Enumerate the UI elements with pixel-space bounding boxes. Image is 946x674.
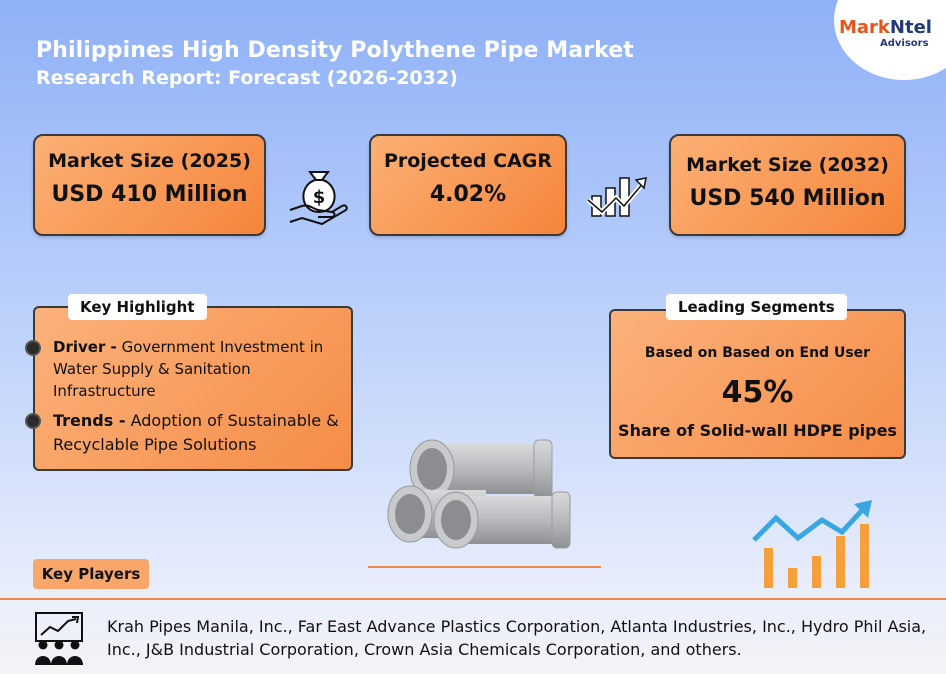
projected-cagr-value: 4.02% [429, 182, 507, 207]
money-bag-hand-icon: $ [289, 171, 348, 226]
market-size-2025-value: USD 410 Million [51, 182, 248, 207]
trend-chart-icon [752, 500, 872, 588]
svg-text:$: $ [313, 187, 326, 208]
segment-description: Share of Solid-wall HDPE pipes [618, 421, 897, 440]
driver-label: Driver - [53, 338, 117, 356]
segment-basis: Based on Based on End User [644, 345, 871, 361]
trends-item: Trends - Adoption of Sustainable & Recyc… [53, 409, 349, 457]
leading-segments-title: Leading Segments [666, 294, 847, 320]
driver-item: Driver - Government Investment in Water … [53, 336, 349, 402]
market-size-2032-label: Market Size (2032) [686, 154, 889, 176]
key-highlight-card [33, 306, 353, 471]
market-size-2025-label: Market Size (2025) [48, 150, 251, 172]
segment-percent: 45% [721, 375, 794, 410]
key-players-label: Key Players [33, 559, 149, 589]
projected-cagr-card: Projected CAGR 4.02% [369, 134, 567, 236]
key-highlight-title: Key Highlight [68, 294, 207, 320]
trends-bullet-icon [25, 413, 41, 429]
pipes-base-line [368, 566, 601, 568]
page-subtitle: Research Report: Forecast (2026-2032) [36, 67, 458, 89]
logo-name-part1: Mark [839, 17, 890, 38]
key-players-list: Krah Pipes Manila, Inc., Far East Advanc… [107, 617, 927, 659]
logo-name-part2: Ntel [889, 17, 932, 38]
driver-bullet-icon [25, 340, 41, 356]
logo-subtitle: Advisors [880, 38, 929, 49]
logo: MarkNtel [839, 17, 932, 38]
trends-text: Adoption of Sustainable & Recyclable Pip… [53, 411, 339, 454]
leading-segments-card: Based on Based on End User 45% Share of … [609, 309, 906, 459]
presentation-team-icon [35, 612, 83, 665]
projected-cagr-label: Projected CAGR [383, 150, 553, 172]
hdpe-pipes-icon [387, 439, 571, 549]
page-title: Philippines High Density Polythene Pipe … [36, 38, 634, 63]
growth-chart-icon [586, 177, 647, 217]
trends-label: Trends - [53, 411, 126, 430]
driver-text: Government Investment in Water Supply & … [53, 338, 324, 400]
market-size-2032-card: Market Size (2032) USD 540 Million [669, 134, 906, 236]
section-divider [0, 598, 946, 600]
market-size-2025-card: Market Size (2025) USD 410 Million [33, 134, 266, 236]
market-size-2032-value: USD 540 Million [689, 186, 886, 211]
